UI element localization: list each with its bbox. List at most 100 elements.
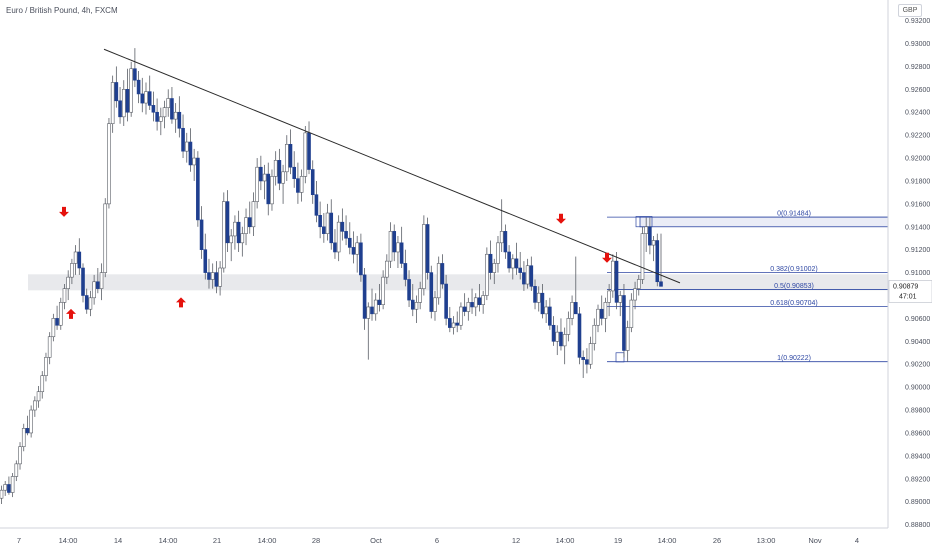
price-axis[interactable]: 0.93200 0.93000 0.92800 0.92600 0.92400 0.922… [905,18,930,529]
candle-body [573,302,578,315]
candle [70,258,74,285]
candle [58,297,63,330]
candle [344,215,348,246]
candle [236,210,241,252]
candle-body [151,105,156,113]
candle [66,270,70,301]
candle-body [470,302,474,308]
candle-body [96,281,100,289]
candle-body [162,107,167,118]
candle [455,311,460,333]
candle [333,229,337,259]
candle [292,151,296,188]
candle [473,293,478,317]
candle [51,313,56,342]
candle [299,169,304,202]
candle [240,226,245,257]
candle [125,68,130,122]
candle [425,217,430,280]
candle [296,162,300,204]
candle-body [599,308,604,319]
candle-body [303,132,308,177]
price-tick-label: 0.88800 [905,522,930,529]
candle [33,396,37,417]
candle-body [121,89,126,118]
candle-body [340,221,345,232]
candle [159,107,163,136]
currency-button[interactable]: GBP [898,4,922,17]
plot-area[interactable]: 0(0.91484) 0.382(0.91002) 0.5(0.90853) 0.61… [0,48,889,504]
price-tick-label: 0.92800 [905,64,930,71]
candle [107,117,111,209]
candle [588,336,593,369]
candle-body [114,82,119,102]
candle-body [566,318,571,335]
arrow-down-icon [59,206,69,217]
candle-body [310,169,315,196]
candle-body [492,263,497,273]
candle [247,201,252,234]
candle [103,198,108,278]
candle-body [277,160,282,184]
candle-body [62,288,67,303]
candle-body [592,324,597,344]
time-tick-label: 14:00 [258,536,277,545]
candle-body [373,299,378,315]
candle-body [648,226,652,246]
arrow-up-icon [176,297,186,308]
time-axis[interactable]: 7 14:00 14 14:00 21 14:00 28 Oct 6 12 14:00 19 14:00… [17,536,859,545]
candle-body [529,265,534,287]
candle [581,350,585,378]
candle-body [0,489,4,499]
candle-body [84,295,89,310]
candle [84,288,89,314]
candle [514,242,519,275]
time-tick-label: 14:00 [59,536,78,545]
candle [162,100,167,129]
candle-body [462,306,467,312]
candle-body [255,166,259,202]
candle [233,215,237,250]
price-tick-label: 0.89400 [905,453,930,460]
candle [73,245,78,275]
candle-body [3,484,8,491]
candle [410,284,415,317]
candle-body [399,242,404,264]
candle [121,80,126,126]
candle-body [414,302,419,310]
candle [155,98,159,131]
price-tick-label: 0.90000 [905,385,930,392]
candle [110,75,115,133]
candle-body [225,201,230,244]
candle [451,316,456,335]
candle [244,208,248,246]
candle [99,263,104,301]
candle [492,258,497,285]
candle [518,251,523,280]
price-tick-label: 0.92600 [905,87,930,94]
price-tick-label: 0.93200 [905,18,930,25]
candle [529,256,534,291]
candle-body [503,231,508,253]
time-tick-label: 6 [435,536,439,545]
candle-body [144,91,148,104]
candle-body [192,157,196,166]
fib-level-label: 0.382(0.91002) [770,266,817,273]
descending-trendline[interactable] [103,48,681,284]
candle-body [551,324,556,342]
candle-body [496,242,500,264]
price-tick-label: 0.91400 [905,224,930,231]
candle-body [177,111,182,129]
candle [488,240,493,280]
fibonacci-retracement[interactable]: 0(0.91484) 0.382(0.91002) 0.5(0.90853) 0.61… [607,211,889,363]
candle [144,82,148,115]
candle [611,254,615,298]
candle [270,169,274,211]
candle [496,235,500,273]
candle [466,297,471,321]
time-tick-label: Nov [808,536,822,545]
candle-body [33,400,37,411]
candle [192,148,196,181]
candle-body [625,327,630,351]
